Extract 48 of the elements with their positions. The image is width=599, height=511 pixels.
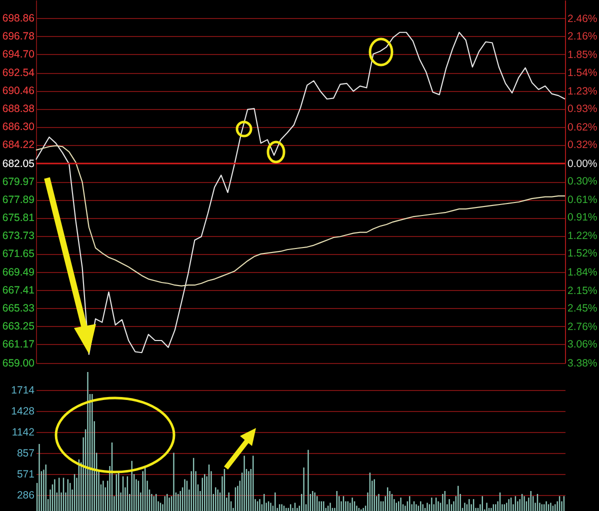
y-tick-label: 669.49	[2, 266, 35, 279]
y2-tick-label: 1.85%	[568, 48, 598, 61]
y2-tick-label: 2.16%	[568, 30, 598, 43]
y2-tick-label: 0.93%	[568, 103, 598, 116]
y-tick-label: 1142	[12, 426, 35, 439]
y-tick-label: 682.05	[2, 158, 35, 170]
y-tick-label: 696.78	[2, 30, 35, 43]
y-tick-label: 661.17	[2, 338, 35, 351]
y-tick-label: 684.22	[2, 139, 35, 152]
y2-tick-label: 0.00%	[568, 158, 598, 170]
y2-tick-label: 2.76%	[568, 320, 598, 333]
y-tick-label: 686.30	[2, 121, 35, 134]
y2-tick-label: 0.91%	[568, 212, 598, 224]
y-tick-label: 692.54	[2, 67, 35, 80]
y2-tick-label: 0.62%	[568, 121, 598, 134]
y-tick-label: 675.81	[2, 212, 35, 224]
y-tick-label: 694.70	[2, 48, 35, 61]
y2-tick-label: 1.84%	[568, 266, 598, 279]
y-tick-label: 690.46	[2, 85, 35, 98]
y-tick-label: 671.65	[2, 248, 35, 260]
y2-tick-label: 1.54%	[568, 67, 598, 80]
y2-tick-label: 2.45%	[568, 302, 598, 315]
y2-tick-label: 1.52%	[568, 248, 598, 260]
y-tick-label: 673.73	[2, 230, 35, 242]
y2-tick-label: 3.38%	[568, 358, 598, 370]
y2-tick-label: 3.06%	[568, 338, 598, 351]
y2-tick-label: 0.32%	[568, 139, 598, 152]
y2-tick-label: 1.22%	[568, 230, 598, 242]
y-tick-label: 857	[16, 448, 35, 460]
y2-tick-label: 2.46%	[568, 12, 598, 25]
line-series	[35, 145, 566, 287]
y-tick-label: 659.00	[2, 358, 35, 370]
y-tick-label: 663.25	[2, 320, 35, 333]
y-tick-label: 1428	[11, 406, 35, 418]
y-tick-label: 571	[16, 468, 35, 481]
y2-tick-label: 2.15%	[568, 284, 598, 297]
y-tick-label: 667.41	[2, 284, 35, 297]
y2-tick-label: 0.30%	[568, 176, 598, 188]
y-tick-label: 1714	[11, 384, 35, 397]
y2-tick-label: 1.23%	[568, 85, 598, 98]
y-tick-label: 677.89	[2, 194, 35, 206]
y-tick-label: 679.97	[2, 176, 35, 188]
line-series	[35, 32, 566, 355]
y2-tick-label: 0.61%	[568, 194, 598, 206]
y-tick-label: 286	[16, 489, 35, 502]
y-tick-label: 665.33	[2, 302, 35, 315]
y-tick-label: 688.38	[2, 103, 35, 116]
y-tick-label: 698.86	[2, 12, 35, 25]
